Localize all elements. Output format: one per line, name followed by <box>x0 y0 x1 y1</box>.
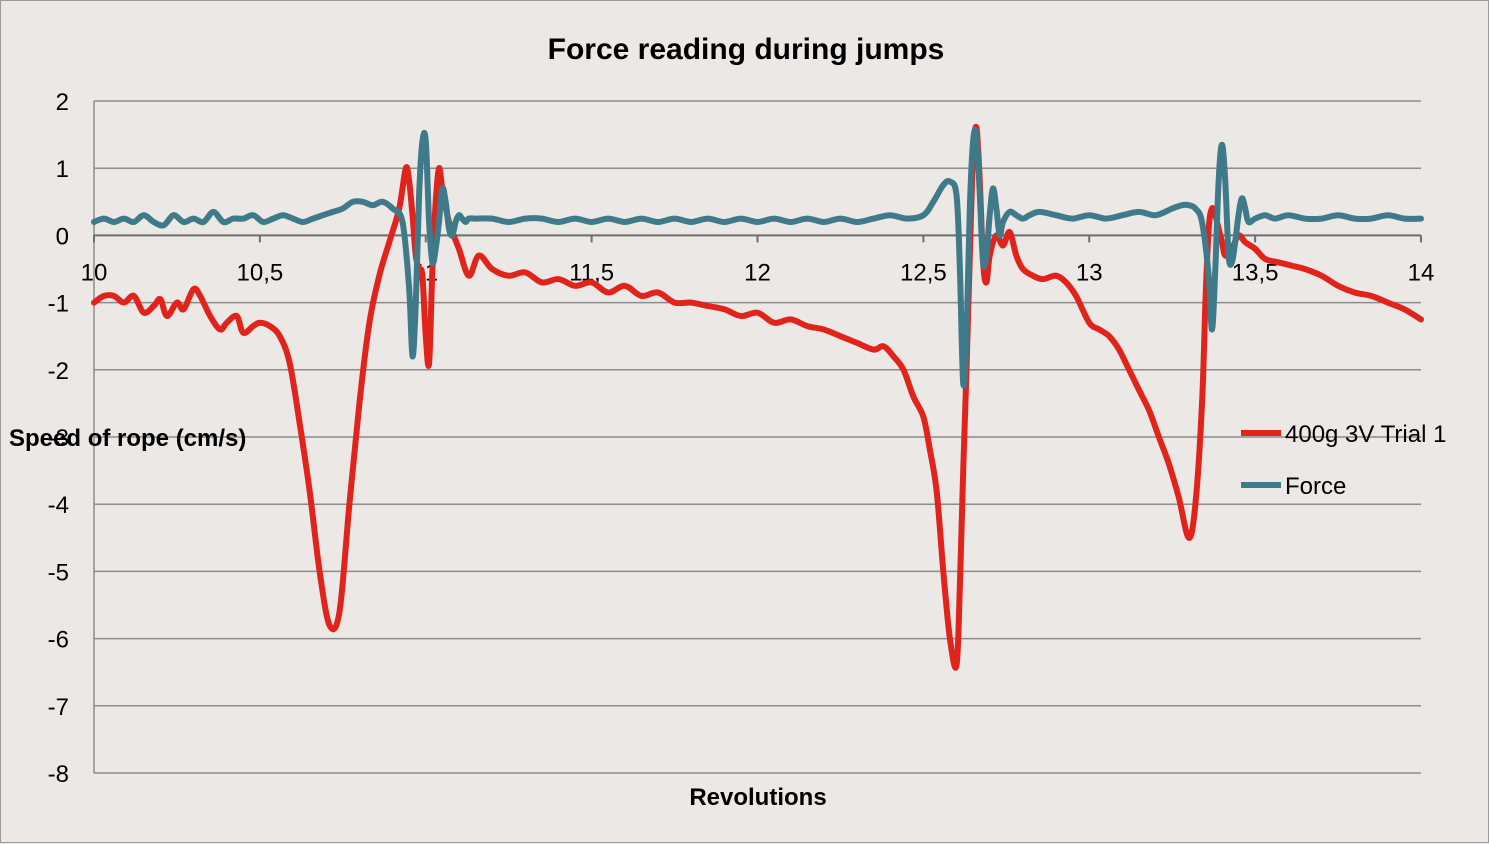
chart-title: Force reading during jumps <box>548 33 945 66</box>
series-line-speed <box>91 123 1424 671</box>
y-tick-label: -5 <box>48 559 69 586</box>
y-tick-label: -2 <box>48 358 69 385</box>
y-tick-label: -6 <box>48 627 69 654</box>
x-tick-label: 13 <box>1076 259 1103 286</box>
y-tick-label: -7 <box>48 694 69 721</box>
series-lines <box>91 123 1424 671</box>
y-axis-title: Speed of rope (cm/s) <box>9 425 246 452</box>
x-tick-label: 12 <box>744 259 771 286</box>
y-tick-label: 2 <box>56 89 69 116</box>
x-tick-label: 12,5 <box>900 259 947 286</box>
x-tick-label: 10 <box>81 259 108 286</box>
legend-label: 400g 3V Trial 1 <box>1285 421 1446 448</box>
x-tick-label: 14 <box>1408 259 1435 286</box>
y-tick-label: -4 <box>48 492 69 519</box>
y-tick-label: -8 <box>48 761 69 788</box>
y-axis-ticks: 2 1 0 -1 -2 -3 -4 -5 -6 -7 -8 <box>48 89 69 788</box>
x-tick-label: 10,5 <box>237 259 284 286</box>
y-tick-label: 0 <box>56 223 69 250</box>
x-axis-title: Revolutions <box>689 784 826 811</box>
y-tick-label: -1 <box>48 291 69 318</box>
legend: 400g 3V Trial 1 Force <box>1241 421 1446 500</box>
y-tick-label: -3 <box>48 425 69 452</box>
series-line-force <box>91 126 1424 389</box>
legend-label: Force <box>1285 473 1346 500</box>
y-tick-label: 1 <box>56 156 69 183</box>
grid-lines <box>93 100 1421 774</box>
